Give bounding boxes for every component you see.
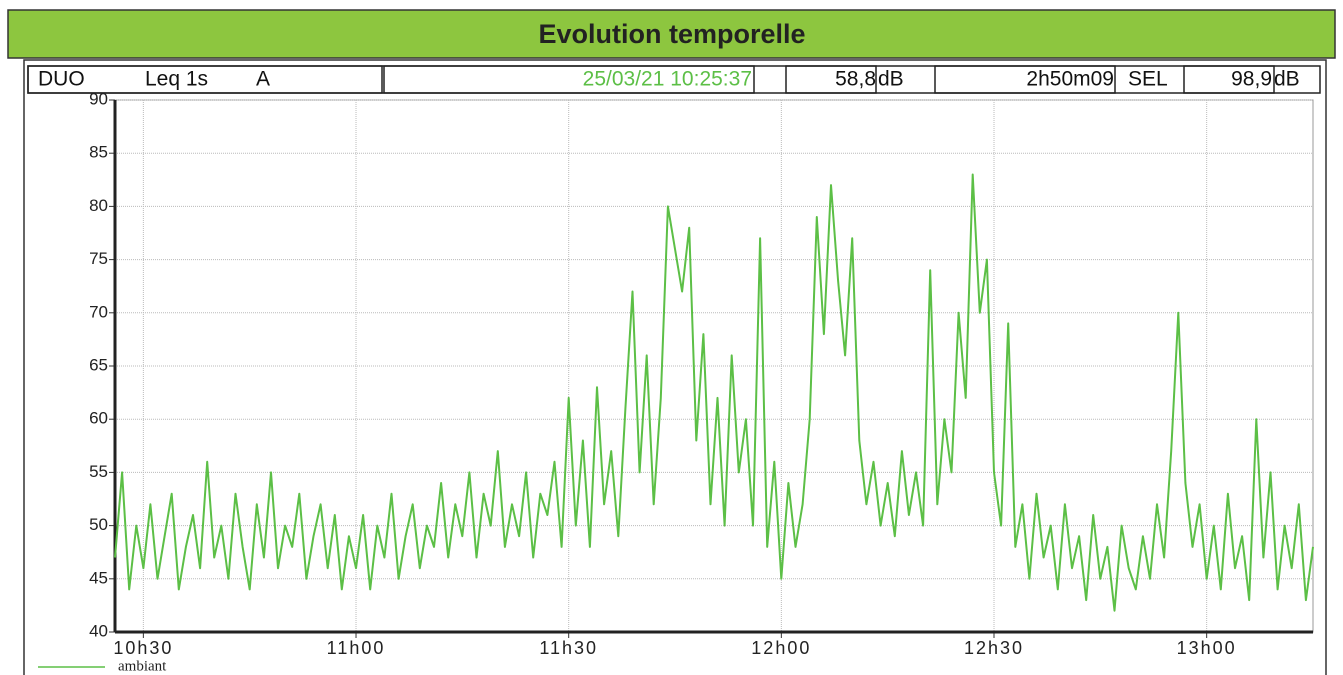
y-tick-label: 60 xyxy=(89,409,108,428)
info-sel-unit: dB xyxy=(1274,68,1300,91)
y-tick-label: 70 xyxy=(89,302,108,321)
info-duration: 2h50m09 xyxy=(1026,68,1114,91)
info-bar xyxy=(27,65,1321,94)
info-source: DUO xyxy=(38,68,85,91)
info-weighting: A xyxy=(256,68,270,91)
y-tick-label: 40 xyxy=(89,621,108,640)
info-datetime: 25/03/21 10:25:37 xyxy=(583,68,752,91)
x-tick-label: 12h30 xyxy=(964,638,1024,658)
y-tick-label: 50 xyxy=(89,515,108,534)
x-tick-label: 11h30 xyxy=(539,638,598,658)
info-row xyxy=(27,65,1321,94)
legend-label: ambiant xyxy=(118,658,167,674)
info-level-unit: dB xyxy=(878,68,904,91)
x-tick-label: 13h00 xyxy=(1177,638,1237,658)
y-tick-label: 75 xyxy=(89,249,108,268)
info-sel-label: SEL xyxy=(1128,68,1168,91)
frame xyxy=(23,59,1327,675)
info-mode: Leq 1s xyxy=(145,68,208,91)
header-bar xyxy=(7,9,1336,59)
y-tick-label: 90 xyxy=(89,89,108,108)
y-tick-label: 45 xyxy=(89,568,108,587)
x-tick-label: 10h30 xyxy=(113,638,173,658)
info-sel: 98,9 xyxy=(1231,68,1272,91)
x-tick-label: 12h00 xyxy=(751,638,811,658)
y-tick-label: 85 xyxy=(89,143,108,162)
y-tick-label: 55 xyxy=(89,462,108,481)
y-tick-label: 80 xyxy=(89,196,108,215)
y-tick-label: 65 xyxy=(89,355,108,374)
info-level: 58,8 xyxy=(835,68,876,91)
header-title: Evolution temporelle xyxy=(538,19,805,49)
x-tick-label: 11h00 xyxy=(327,638,386,658)
data-line xyxy=(114,173,1314,612)
